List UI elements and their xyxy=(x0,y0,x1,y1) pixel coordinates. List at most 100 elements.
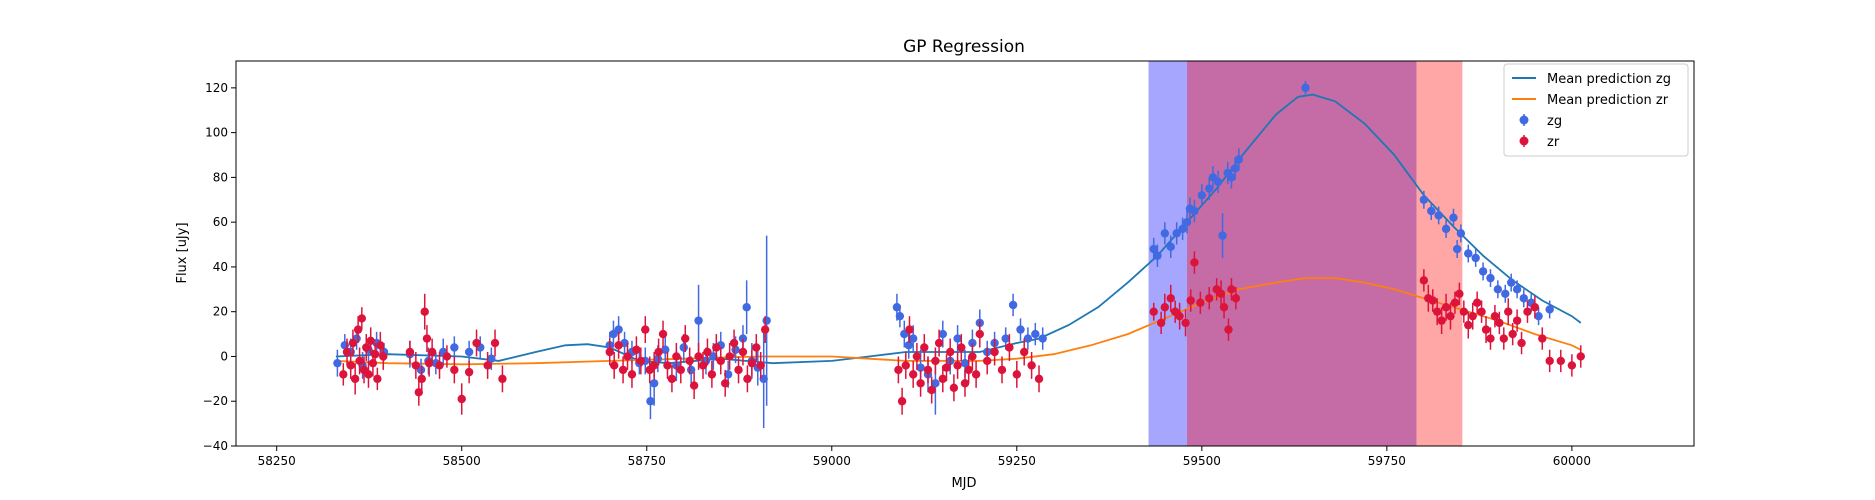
y-tick-label: 120 xyxy=(205,81,228,95)
data-point-zr xyxy=(490,338,500,348)
data-point-zr xyxy=(614,341,623,350)
data-point-zr xyxy=(1205,294,1214,303)
data-point-zr xyxy=(357,314,367,323)
mean-prediction-line-zg xyxy=(335,93,1582,365)
data-point-zr xyxy=(370,350,380,359)
data-point-zr xyxy=(953,361,962,370)
data-point-zr xyxy=(1567,361,1577,370)
data-point-zr xyxy=(676,365,686,375)
data-point-zr xyxy=(1499,334,1508,343)
data-point-zr xyxy=(1166,294,1175,303)
y-tick-label: −40 xyxy=(203,439,228,453)
legend-label-zg-points: zg xyxy=(1547,114,1562,129)
data-point-zr xyxy=(729,338,739,348)
data-point-zr xyxy=(1576,352,1585,361)
x-axis-label: MJD xyxy=(951,476,976,491)
data-point-zg xyxy=(1427,206,1436,216)
data-point-zg xyxy=(1031,329,1040,339)
shaded-region-1 xyxy=(1187,61,1463,446)
data-point-zg xyxy=(333,358,342,368)
data-point-zr xyxy=(734,365,743,375)
data-point-zg xyxy=(679,343,688,352)
data-point-zg xyxy=(1149,244,1158,254)
data-point-zg xyxy=(1166,242,1175,251)
data-point-zr xyxy=(1190,258,1199,267)
data-point-zg xyxy=(904,341,913,350)
data-point-zr xyxy=(938,374,947,384)
data-point-zg xyxy=(1512,285,1522,294)
data-point-zr xyxy=(1160,303,1170,312)
data-point-zr xyxy=(1020,347,1029,357)
data-point-zr xyxy=(339,370,348,379)
data-point-zr xyxy=(472,338,481,348)
y-tick-label: 20 xyxy=(213,305,228,319)
data-point-zr xyxy=(1175,311,1184,321)
data-point-zg xyxy=(1190,206,1199,216)
data-point-zr xyxy=(457,394,466,404)
data-point-zr xyxy=(427,347,437,357)
data-point-zr xyxy=(420,307,429,316)
data-point-zg xyxy=(1419,195,1429,204)
data-point-zr xyxy=(1556,356,1565,366)
legend-frame xyxy=(1503,63,1689,157)
data-point-zr xyxy=(1419,276,1429,285)
data-point-zr xyxy=(1181,318,1190,328)
data-point-zr xyxy=(1464,320,1473,330)
data-point-zr xyxy=(990,347,999,357)
x-tick-label: 58750 xyxy=(628,454,666,468)
data-point-zr xyxy=(931,356,940,366)
data-point-zr xyxy=(685,356,694,366)
data-point-zr xyxy=(1512,316,1522,325)
data-point-zg xyxy=(892,303,902,312)
data-point-zg xyxy=(1172,229,1181,238)
chart-title: GP Regression xyxy=(903,37,1025,57)
data-point-zr xyxy=(618,365,628,375)
data-point-zr xyxy=(1545,356,1554,366)
data-point-zr xyxy=(364,370,373,379)
data-point-zr xyxy=(1530,303,1540,312)
data-point-zr xyxy=(342,347,352,357)
data-point-zr xyxy=(997,365,1007,375)
data-point-zg xyxy=(1227,173,1236,182)
data-point-zr xyxy=(752,343,761,352)
data-point-zr xyxy=(747,358,757,368)
y-axis-ticks: −40 −20 0 20 40 60 80 100 120 xyxy=(203,81,236,453)
data-point-zg xyxy=(960,358,970,368)
data-point-zr xyxy=(725,352,734,361)
data-point-zr xyxy=(346,361,355,370)
data-point-zr xyxy=(1455,289,1464,298)
data-point-zg xyxy=(1182,217,1192,227)
data-point-zr xyxy=(450,365,459,375)
data-point-zg xyxy=(1008,300,1018,310)
data-point-zr xyxy=(663,361,672,370)
data-point-zr xyxy=(609,361,619,370)
data-point-zg xyxy=(1213,177,1223,187)
data-point-zr xyxy=(1504,307,1513,316)
data-point-zr xyxy=(1149,307,1158,316)
data-point-zr xyxy=(1027,361,1036,370)
data-point-zg xyxy=(1478,267,1488,276)
shaded-region-0 xyxy=(1148,61,1417,446)
data-point-zr xyxy=(1441,303,1451,312)
y-tick-label: 100 xyxy=(205,126,228,140)
data-point-zr xyxy=(1523,307,1532,316)
data-point-zr xyxy=(1517,338,1526,348)
data-point-zr xyxy=(376,341,385,350)
data-point-zg xyxy=(742,303,751,312)
data-point-zg xyxy=(1506,278,1516,287)
data-point-zr xyxy=(417,374,426,384)
data-point-zg xyxy=(1501,289,1510,298)
data-point-zg xyxy=(1234,155,1244,164)
data-point-zr xyxy=(1186,296,1195,305)
data-point-zg xyxy=(908,334,918,343)
data-point-zr xyxy=(934,338,944,348)
data-point-zr xyxy=(623,352,632,361)
data-point-zr xyxy=(442,352,452,361)
data-point-zr xyxy=(658,329,668,339)
data-point-zg xyxy=(1486,273,1495,283)
data-point-zr xyxy=(897,397,907,406)
legend-marker-zr xyxy=(1519,136,1529,146)
data-point-zr xyxy=(703,347,712,357)
data-point-zg xyxy=(1519,294,1528,303)
data-point-zr xyxy=(949,383,959,393)
